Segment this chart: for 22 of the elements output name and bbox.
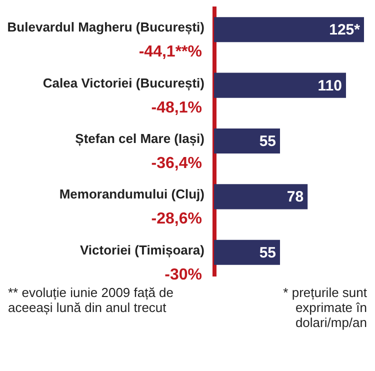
data-label: 110 (318, 77, 342, 94)
data-label: 125* (329, 22, 360, 39)
text: -44,1**% (138, 44, 202, 61)
bar (214, 128, 280, 154)
y-tick-label: Victoriei (Timișoara) (80, 242, 204, 258)
text: -30% (164, 266, 202, 284)
data-label: 78 (286, 188, 304, 206)
y-tick-label: Bulevardul Magheru (București) (7, 20, 204, 36)
text: -36,4% (151, 155, 202, 172)
y-tick-label: Memorandumului (Cluj) (59, 186, 204, 202)
text: -28,6% (151, 210, 202, 228)
bar (214, 240, 280, 265)
text: ** evoluție iunie 2009 față de aceeași lună din anul trecut (8, 285, 175, 317)
data-label: 55 (259, 244, 276, 262)
text: -48,1% (151, 99, 202, 116)
data-label: 55 (259, 133, 276, 150)
bar (214, 184, 308, 210)
y-tick-label: Ștefan cel Mare (Iași) (75, 131, 204, 147)
bar (214, 72, 346, 98)
y-tick-label: Calea Victoriei (București) (42, 75, 204, 92)
text: * prețurile sunt exprimate în dolari/mp/an (282, 285, 367, 330)
bar (214, 17, 364, 42)
